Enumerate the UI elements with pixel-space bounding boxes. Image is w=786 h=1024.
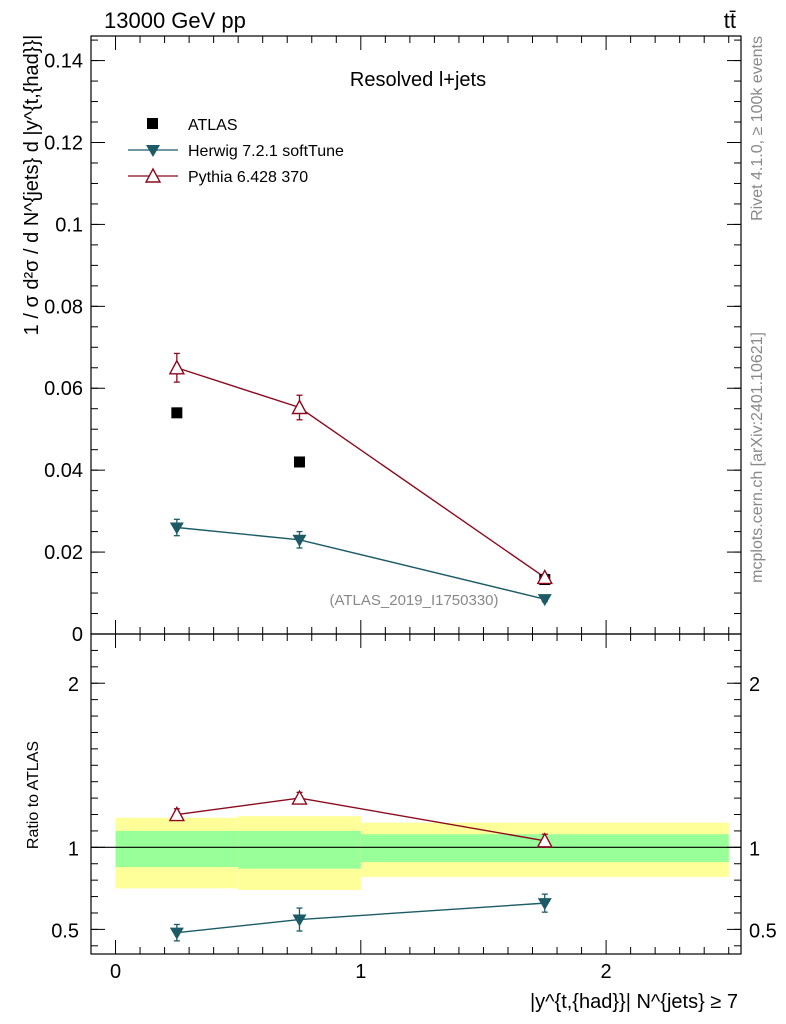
- main-panel-marks: 0 0.02 0.04 0.06 0.08 0.1 0.12 0.14: [44, 36, 741, 646]
- ratio-series-line: [176, 902, 545, 934]
- main-y-tick-label: 0.14: [44, 51, 83, 73]
- legend-pythia-label: Pythia 6.428 370: [188, 169, 308, 186]
- herwig-ratio-point: [292, 914, 307, 927]
- x-tick-label: 2: [601, 961, 612, 983]
- main-y-tick-label: 0.12: [44, 132, 83, 154]
- ratio-y-tick-label-left: 0.5: [51, 920, 79, 942]
- herwig-data-point: [537, 594, 552, 607]
- main-y-tick-label: 0.04: [44, 460, 83, 482]
- rivet-version-label: Rivet 4.1.0, ≥ 100k events: [749, 36, 766, 221]
- legend-herwig-label: Herwig 7.2.1 softTune: [188, 143, 344, 160]
- atlas-data-point: [293, 456, 305, 468]
- pythia-data-point: [168, 359, 186, 375]
- ratio-y-tick-label-right: 2: [749, 674, 760, 696]
- herwig-data-point: [169, 522, 184, 535]
- x-tick-label: 1: [355, 961, 366, 983]
- main-y-tick-label: 0: [72, 624, 83, 646]
- main-series-line: [176, 526, 545, 600]
- ratio-y-tick-label-right: 1: [749, 838, 760, 860]
- ratio-panel-marks: 0.5 0.5 1 1 2 2 0 1 2: [51, 633, 777, 983]
- main-panel-title: Resolved l+jets: [350, 69, 486, 91]
- ratio-y-tick-label-right: 0.5: [749, 920, 777, 942]
- legend-pythia-marker: [144, 167, 162, 183]
- main-y-tick-label: 0.02: [44, 542, 83, 564]
- analysis-watermark: (ATLAS_2019_I1750330): [329, 592, 498, 609]
- mcplots-label: mcplots.cern.ch [arXiv:2401.10621]: [749, 332, 766, 583]
- x-tick-label: 0: [110, 961, 121, 983]
- atlas-data-point: [171, 407, 183, 419]
- main-series-line: [176, 367, 546, 579]
- pythia-data-point: [536, 569, 553, 585]
- herwig-ratio-point: [169, 927, 184, 940]
- ratio-panel-frame: [90, 633, 742, 955]
- ratio-y-tick-label-left: 2: [68, 674, 79, 696]
- ratio-y-axis-label: Ratio to ATLAS: [25, 741, 42, 849]
- ratio-y-tick-label-left: 1: [68, 838, 79, 860]
- main-y-tick-label: 0.08: [44, 296, 83, 318]
- pythia-ratio-point: [291, 789, 308, 805]
- ratio-panel: 0.5 0.5 1 1 2 2 0 1 2 Ratio to ATLAS |y^{t,{had}…: [25, 633, 777, 1013]
- herwig-ratio-point: [537, 898, 552, 911]
- process-label: tt̄: [724, 8, 736, 33]
- pythia-data-point: [291, 399, 308, 415]
- legend-atlas-marker: [147, 118, 158, 129]
- main-panel: 0 0.02 0.04 0.06 0.08 0.1 0.12 0.14 Resolved l+…: [21, 35, 742, 646]
- uncertainty-band-inner: [238, 830, 361, 869]
- pythia-ratio-point: [536, 832, 553, 848]
- main-y-axis-label: 1 / σ d²σ / d N^{jets} d |y^{t,{had}}|: [21, 35, 43, 336]
- legend: ATLAS Herwig 7.2.1 softTune Pythia 6.428…: [128, 117, 344, 186]
- legend-atlas-label: ATLAS: [188, 117, 238, 134]
- energy-label: 13000 GeV pp: [104, 8, 246, 33]
- x-axis-label: |y^{t,{had}}| N^{jets} ≥ 7: [530, 991, 738, 1013]
- main-y-tick-label: 0.06: [44, 378, 83, 400]
- main-y-tick-label: 0.1: [55, 214, 83, 236]
- uncertainty-band-inner: [115, 830, 239, 868]
- legend-herwig-marker: [146, 145, 160, 157]
- pythia-ratio-point: [168, 806, 186, 822]
- herwig-data-point: [292, 534, 307, 547]
